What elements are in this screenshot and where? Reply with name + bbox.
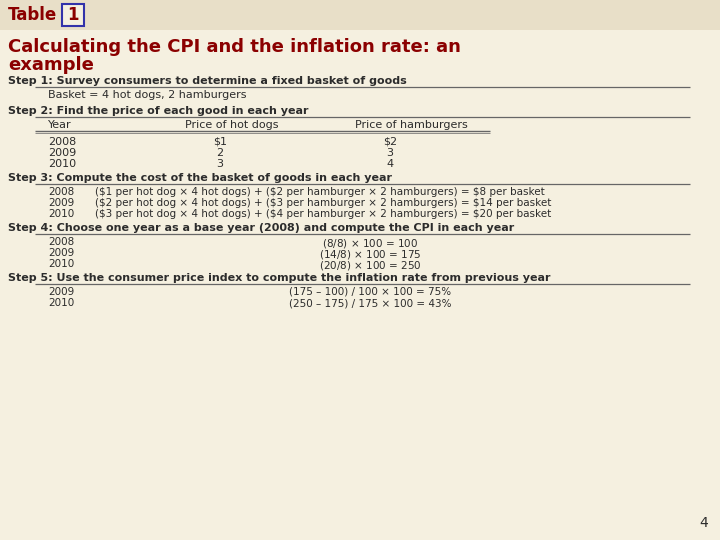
Text: Calculating the CPI and the inflation rate: an: Calculating the CPI and the inflation ra… bbox=[8, 38, 461, 56]
Text: Step 3: Compute the cost of the basket of goods in each year: Step 3: Compute the cost of the basket o… bbox=[8, 173, 392, 183]
Text: 3: 3 bbox=[387, 148, 394, 158]
Text: ($1 per hot dog × 4 hot dogs) + ($2 per hamburger × 2 hamburgers) = $8 per baske: ($1 per hot dog × 4 hot dogs) + ($2 per … bbox=[95, 187, 545, 197]
Text: Table: Table bbox=[8, 6, 58, 24]
Text: Step 2: Find the price of each good in each year: Step 2: Find the price of each good in e… bbox=[8, 106, 308, 116]
Text: 4: 4 bbox=[699, 516, 708, 530]
Text: 2010: 2010 bbox=[48, 298, 74, 308]
Text: Step 4: Choose one year as a base year (2008) and compute the CPI in each year: Step 4: Choose one year as a base year (… bbox=[8, 223, 514, 233]
Text: (175 – 100) / 100 × 100 = 75%: (175 – 100) / 100 × 100 = 75% bbox=[289, 287, 451, 297]
Text: ($3 per hot dog × 4 hot dogs) + ($4 per hamburger × 2 hamburgers) = $20 per bask: ($3 per hot dog × 4 hot dogs) + ($4 per … bbox=[95, 209, 552, 219]
Text: ($14 / $8) × 100 = 175: ($14 / $8) × 100 = 175 bbox=[319, 248, 421, 261]
Text: ($20 / $8) × 100 = 250: ($20 / $8) × 100 = 250 bbox=[318, 259, 421, 272]
Text: $2: $2 bbox=[383, 137, 397, 147]
Text: 3: 3 bbox=[217, 159, 223, 169]
Text: Price of hot dogs: Price of hot dogs bbox=[185, 120, 279, 130]
FancyBboxPatch shape bbox=[62, 4, 84, 26]
Text: 2: 2 bbox=[217, 148, 224, 158]
Text: ($8 / $8) × 100 = 100: ($8 / $8) × 100 = 100 bbox=[322, 237, 418, 250]
Text: 2008: 2008 bbox=[48, 237, 74, 247]
Text: Basket = 4 hot dogs, 2 hamburgers: Basket = 4 hot dogs, 2 hamburgers bbox=[48, 90, 246, 100]
Text: Price of hamburgers: Price of hamburgers bbox=[355, 120, 468, 130]
Text: 2010: 2010 bbox=[48, 259, 74, 269]
Text: $1: $1 bbox=[213, 137, 227, 147]
Text: 2009: 2009 bbox=[48, 148, 76, 158]
Text: 1: 1 bbox=[67, 6, 78, 24]
Bar bbox=[0, 0, 720, 30]
Text: 2010: 2010 bbox=[48, 159, 76, 169]
Text: 2010: 2010 bbox=[48, 209, 74, 219]
Text: (250 – 175) / 175 × 100 = 43%: (250 – 175) / 175 × 100 = 43% bbox=[289, 298, 451, 308]
Text: 2009: 2009 bbox=[48, 198, 74, 208]
Text: 4: 4 bbox=[387, 159, 394, 169]
Text: 2009: 2009 bbox=[48, 287, 74, 297]
Text: example: example bbox=[8, 56, 94, 74]
Text: Step 5: Use the consumer price index to compute the inflation rate from previous: Step 5: Use the consumer price index to … bbox=[8, 273, 551, 283]
Text: 2008: 2008 bbox=[48, 137, 76, 147]
Text: 2009: 2009 bbox=[48, 248, 74, 258]
Text: Step 1: Survey consumers to determine a fixed basket of goods: Step 1: Survey consumers to determine a … bbox=[8, 76, 407, 86]
Text: Year: Year bbox=[48, 120, 71, 130]
Text: 2008: 2008 bbox=[48, 187, 74, 197]
Text: ($2 per hot dog × 4 hot dogs) + ($3 per hamburger × 2 hamburgers) = $14 per bask: ($2 per hot dog × 4 hot dogs) + ($3 per … bbox=[95, 198, 552, 208]
